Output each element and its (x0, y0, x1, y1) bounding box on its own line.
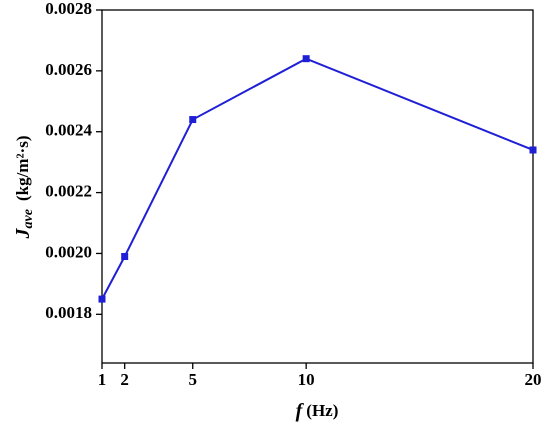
x-axis-label: f (Hz) (296, 400, 339, 422)
y-tick-label: 0.0022 (45, 181, 92, 200)
y-tick-label: 0.0024 (45, 121, 92, 140)
x-label-symbol: f (296, 400, 305, 422)
y-tick-label: 0.0028 (45, 0, 92, 18)
x-label-unit: (Hz) (306, 401, 338, 420)
x-tick-label: 2 (120, 370, 129, 389)
x-tick-label: 10 (298, 370, 315, 389)
marker (98, 295, 106, 303)
marker (121, 252, 129, 260)
x-tick-label: 5 (188, 370, 197, 389)
marker (529, 146, 537, 154)
y-axis-label: Jave (kg/m²·s) (12, 136, 37, 240)
y-label-unit: (kg/m²·s) (13, 136, 32, 202)
series-line (101, 57, 534, 300)
y-tick-label: 0.0020 (45, 242, 92, 261)
x-tick-label: 1 (98, 370, 107, 389)
x-tick-label: 20 (525, 370, 542, 389)
marker (189, 116, 197, 124)
y-label-symbol: J (12, 227, 34, 239)
plot-frame (101, 9, 534, 364)
y-tick-label: 0.0018 (45, 303, 92, 322)
y-tick-label: 0.0026 (45, 60, 92, 79)
marker (302, 55, 310, 63)
y-label-subscript: ave (21, 209, 36, 228)
